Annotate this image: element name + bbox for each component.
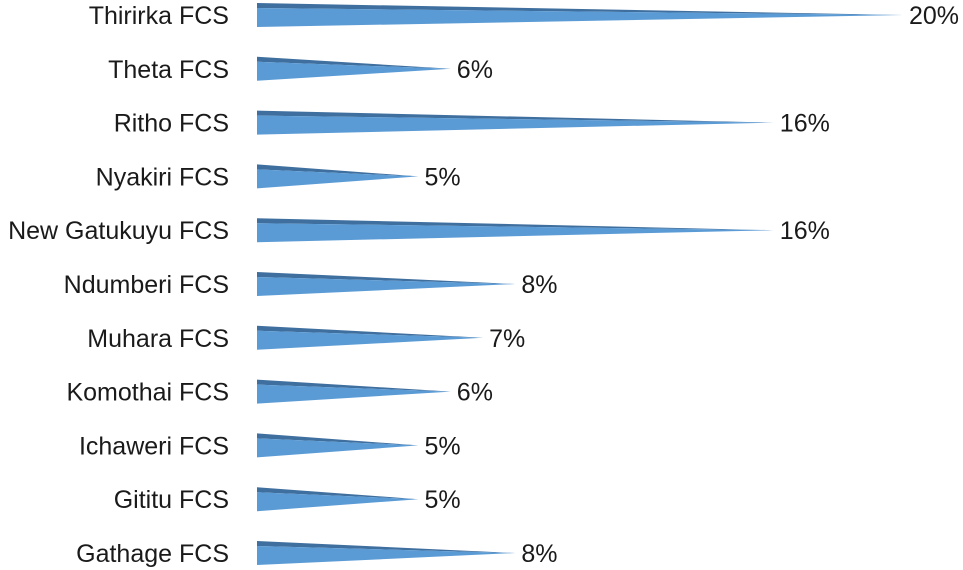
cone-bar-top-facet [257,272,516,284]
category-label: Gititu FCS [114,486,229,514]
cone-bar [257,164,419,189]
cone-bar-front-facet [257,61,451,81]
cone-bar [257,325,484,350]
value-label: 8% [521,540,557,568]
cone-bar-front-facet [257,330,484,350]
cone-bar-top-facet [257,541,516,553]
category-label: New Gatukuyu FCS [8,217,229,245]
cone-bar [257,3,903,27]
cone-bar [257,541,516,565]
cone-bar-front-facet [257,492,419,512]
cone-bar-top-facet [257,325,484,338]
category-label: Ritho FCS [114,110,229,138]
category-label: Gathage FCS [76,540,229,568]
cone-bar [257,487,419,512]
cone-bar [257,110,774,135]
value-label: 16% [780,110,830,138]
cone-bar-top-facet [257,110,774,123]
category-label: Thirirka FCS [89,2,229,30]
value-label: 6% [457,379,493,407]
chart-marks: Thirirka FCS 20% Theta FCS 6% Ritho FCS 16% Ny… [8,2,959,568]
cone-bar-front-facet [257,438,419,458]
category-label: Muhara FCS [87,325,229,353]
cone-bar-front-facet [257,384,451,404]
cone-bar [257,379,451,404]
category-label: Ndumberi FCS [64,271,229,299]
category-label: Nyakiri FCS [96,163,229,191]
cone-bar [257,218,774,243]
value-label: 6% [457,56,493,84]
category-label: Theta FCS [108,56,229,84]
value-label: 5% [425,486,461,514]
cone-bar-top-facet [257,379,451,392]
value-label: 7% [489,325,525,353]
cone-bar [257,433,419,458]
cone-bar-top-facet [257,433,419,446]
cone-bar-top-facet [257,164,419,177]
cone-bar [257,56,451,81]
cone-bar [257,272,516,296]
cone-bar-top-facet [257,218,774,231]
cone-bar-front-facet [257,169,419,189]
cone-bar-front-facet [257,8,903,27]
cone-bar-top-facet [257,3,903,15]
category-label: Ichaweri FCS [79,432,229,460]
value-label: 5% [425,163,461,191]
cone-bar-top-facet [257,487,419,500]
category-label: Komothai FCS [66,379,229,407]
value-label: 8% [521,271,557,299]
value-label: 5% [425,432,461,460]
cone-bar-front-facet [257,277,516,296]
value-label: 20% [909,2,959,30]
cone-bar-front-facet [257,115,774,135]
cone-bar-top-facet [257,56,451,69]
cone-bar-front-facet [257,546,516,565]
value-label: 16% [780,217,830,245]
cone-bar-front-facet [257,223,774,243]
